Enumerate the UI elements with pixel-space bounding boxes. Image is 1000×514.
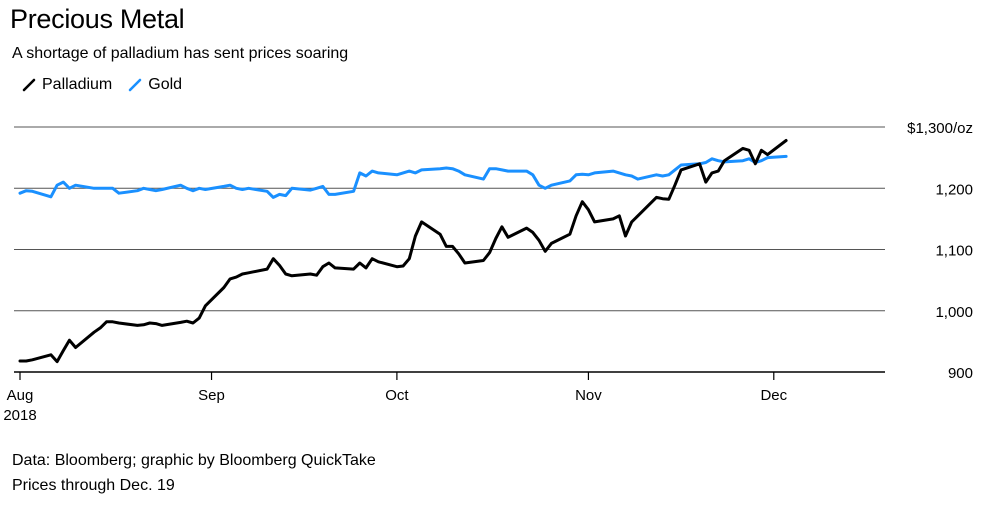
- legend-item-gold: Gold: [128, 76, 182, 94]
- y-tick-label-1000: 1,000: [935, 304, 973, 321]
- chart-title: Precious Metal: [10, 4, 185, 34]
- x-tick-label-oct: Oct: [385, 387, 409, 404]
- x-tick-sublabel-aug: 2018: [3, 407, 36, 424]
- y-tick-label-1200: 1,200: [935, 181, 973, 198]
- x-tick-label-dec: Dec: [760, 387, 787, 404]
- y-tick-label-900: 900: [948, 365, 973, 382]
- x-tick-label-sep: Sep: [198, 387, 225, 404]
- legend-item-palladium: Palladium: [22, 76, 112, 94]
- legend-swatch-palladium: [22, 78, 36, 92]
- legend-label-palladium: Palladium: [42, 76, 113, 93]
- x-tick-label-aug: Aug: [7, 387, 34, 404]
- chart-subtitle: A shortage of palladium has sent prices …: [12, 45, 349, 62]
- y-tick-label-1300: $1,300/oz: [907, 120, 973, 137]
- x-tick-label-nov: Nov: [575, 387, 602, 404]
- series-line-gold: [18, 154, 788, 199]
- legend-label-gold: Gold: [148, 76, 183, 93]
- prices-note: Prices through Dec. 19: [12, 477, 175, 494]
- legend-swatch-gold: [128, 78, 142, 92]
- source-note: Data: Bloomberg; graphic by Bloomberg Qu…: [12, 452, 376, 469]
- line-chart: $1,300/oz 1,200 1,100 1,000 900 Aug 2018 Sep Oct…: [3, 120, 973, 424]
- series-line-palladium: [18, 139, 788, 364]
- y-tick-label-1100: 1,100: [935, 243, 973, 260]
- chart-legend: Palladium Gold: [22, 76, 198, 94]
